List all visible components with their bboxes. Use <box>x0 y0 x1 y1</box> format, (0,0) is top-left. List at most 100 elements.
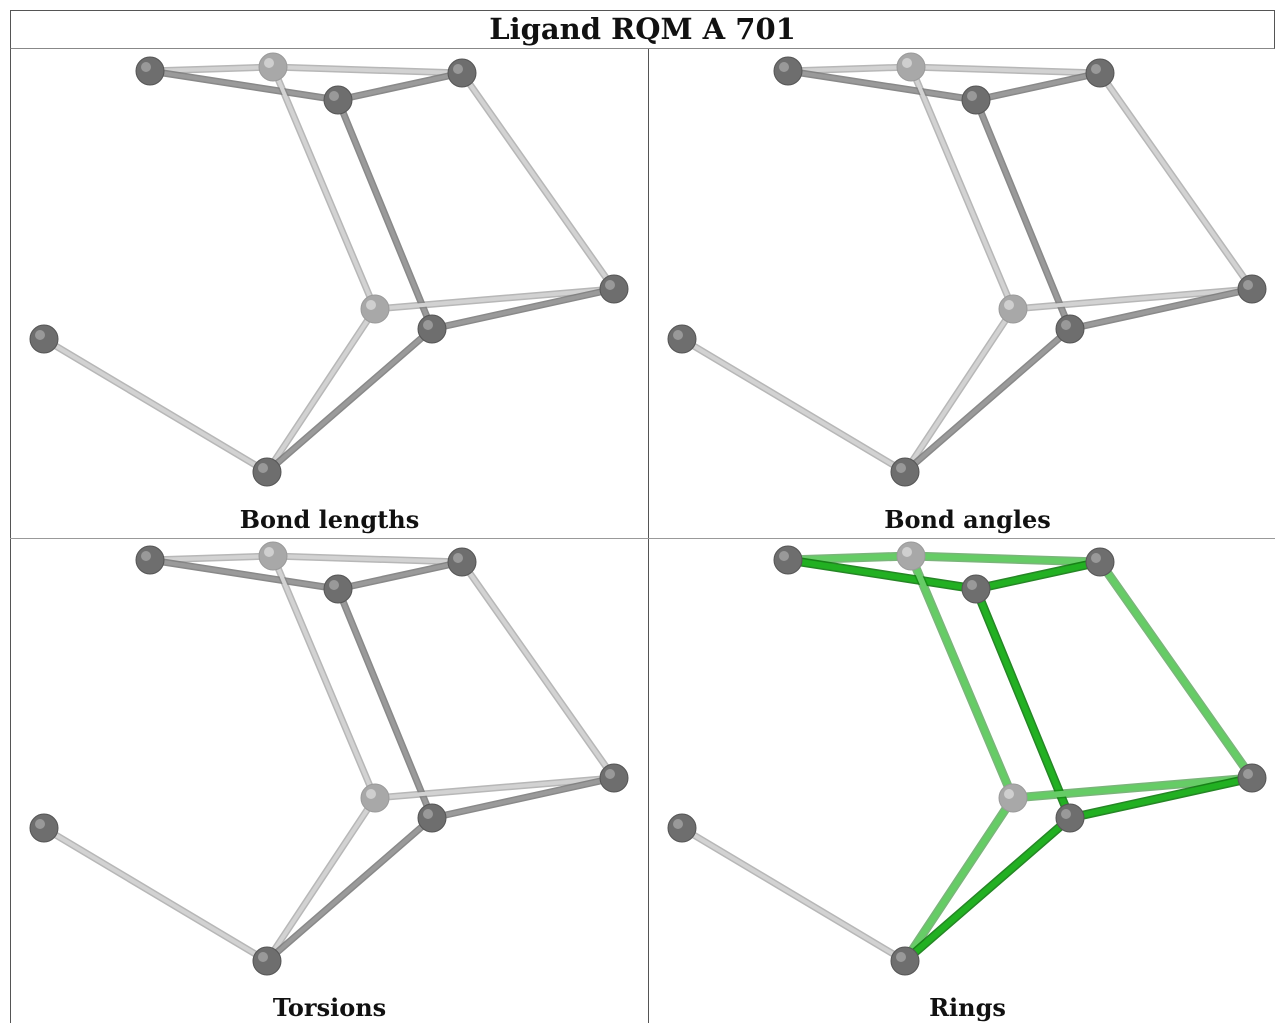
grid-divider-vertical <box>648 49 649 1023</box>
ring-bond-core <box>973 559 1103 592</box>
bond-core <box>336 71 464 102</box>
ring-bond-core <box>1067 775 1255 821</box>
atom-highlight <box>258 952 268 962</box>
panel-caption: Torsions <box>272 993 387 1022</box>
atom-highlight <box>1061 809 1071 819</box>
atom <box>1085 58 1115 88</box>
atom <box>1237 763 1267 793</box>
ring-bond-core <box>1010 775 1255 801</box>
atom-highlight <box>264 58 274 68</box>
atom <box>417 314 447 344</box>
bond-core <box>460 71 616 291</box>
ring-bond-core <box>902 815 1073 964</box>
panel-caption: Rings <box>929 993 1006 1022</box>
atom-highlight <box>329 580 339 590</box>
atom-highlight <box>902 547 912 557</box>
bond-core <box>336 560 464 591</box>
atom <box>258 541 288 571</box>
atom-highlight <box>423 320 433 330</box>
atom <box>1055 314 1085 344</box>
bond-core <box>909 65 1015 311</box>
ring-bond-core <box>785 557 979 592</box>
atom-highlight <box>1004 300 1014 310</box>
atom-highlight <box>967 580 977 590</box>
atom <box>961 85 991 115</box>
atom <box>252 946 282 976</box>
atom <box>667 813 697 843</box>
atom-highlight <box>1243 769 1253 779</box>
atom-highlight <box>35 330 45 340</box>
bond-core <box>42 337 269 474</box>
bond-core <box>1011 287 1254 311</box>
atom-highlight <box>141 551 151 561</box>
bond-core <box>460 560 616 780</box>
atom-highlight <box>1091 553 1101 563</box>
bond-core <box>42 826 269 963</box>
ring-bond-core <box>902 795 1016 964</box>
atom <box>1237 274 1267 304</box>
bond-core <box>974 98 1072 331</box>
atom <box>360 783 390 813</box>
ring-bond-core <box>1097 559 1255 781</box>
bond-core <box>265 816 434 963</box>
atom-highlight <box>423 809 433 819</box>
atom-highlight <box>967 91 977 101</box>
atom-highlight <box>902 58 912 68</box>
atom-highlight <box>329 91 339 101</box>
atom <box>599 274 629 304</box>
panel-torsions: Torsions <box>11 539 648 1028</box>
panel-bond-angles: Bond angles <box>649 50 1277 539</box>
atom-highlight <box>605 280 615 290</box>
atom <box>135 545 165 575</box>
bond-core <box>148 65 275 73</box>
panel-bond-lengths: Bond lengths <box>11 50 648 539</box>
ring-bond-core <box>908 553 1103 565</box>
atom-highlight <box>1004 789 1014 799</box>
atom <box>29 324 59 354</box>
atom-highlight <box>673 330 683 340</box>
atom-highlight <box>605 769 615 779</box>
bond-core <box>680 826 907 963</box>
grid-divider-horizontal <box>10 538 1275 539</box>
atom-highlight <box>264 547 274 557</box>
atom <box>360 294 390 324</box>
atom-highlight <box>1243 280 1253 290</box>
atom <box>896 541 926 571</box>
bond-core <box>909 65 1102 75</box>
atom <box>252 457 282 487</box>
bond-core <box>903 327 1072 474</box>
bond-core <box>265 327 434 474</box>
bond-core <box>1068 287 1254 331</box>
atom-highlight <box>366 789 376 799</box>
atom <box>667 324 697 354</box>
bond-core <box>430 287 616 331</box>
bond-core <box>430 776 616 820</box>
atom-highlight <box>141 62 151 72</box>
bond-core <box>271 65 377 311</box>
bond-core <box>148 558 340 591</box>
atom <box>258 52 288 82</box>
bond-core <box>974 71 1102 102</box>
atom <box>447 547 477 577</box>
bond-core <box>265 796 377 963</box>
atom <box>1085 547 1115 577</box>
bond-core <box>903 307 1015 474</box>
panel-caption: Bond angles <box>884 505 1051 534</box>
bond-core <box>786 65 913 73</box>
atom <box>773 545 803 575</box>
bond-core <box>336 98 434 331</box>
atom <box>135 56 165 86</box>
panel-caption: Bond lengths <box>239 505 420 534</box>
panel-rings: Rings <box>649 539 1277 1028</box>
atom <box>998 294 1028 324</box>
atom <box>1055 803 1085 833</box>
atom <box>998 783 1028 813</box>
bond-core <box>148 69 340 102</box>
atom <box>890 946 920 976</box>
atom-highlight <box>1091 64 1101 74</box>
bond-core <box>148 554 275 562</box>
atom <box>417 803 447 833</box>
bond-core <box>271 554 377 800</box>
molecule-diagram <box>29 541 629 976</box>
atom <box>599 763 629 793</box>
